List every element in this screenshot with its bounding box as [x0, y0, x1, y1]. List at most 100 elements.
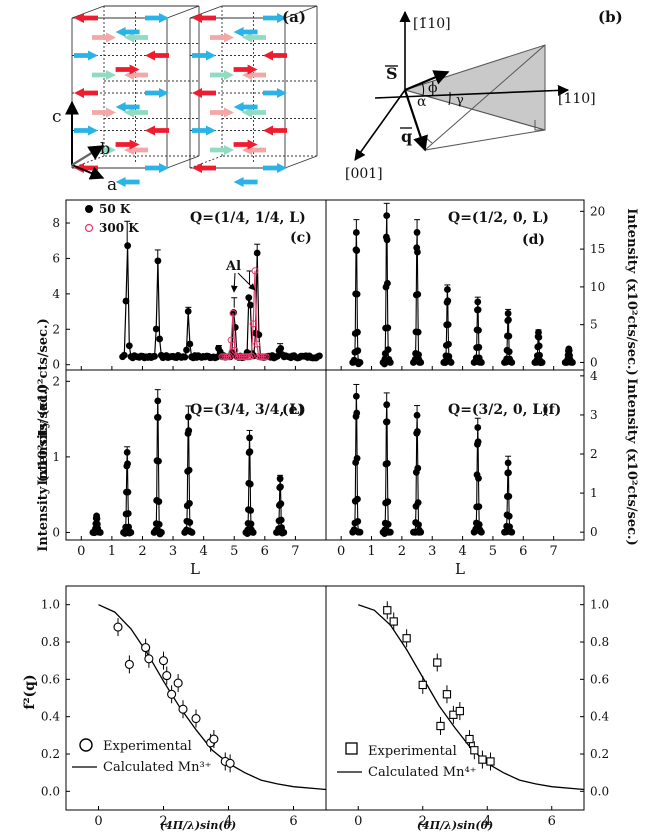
chart-d-point: [352, 229, 360, 236]
chart-f-point: [474, 438, 482, 446]
chart-f-xtick-label: 6: [519, 544, 527, 559]
legend-g-exp: Experimental: [103, 739, 192, 754]
chart-c-300k-point: [229, 309, 237, 317]
chart-h-ytick-label: 1.0: [590, 598, 609, 612]
chart-d-point: [354, 328, 361, 336]
chart-g-ytick-label: 0.8: [41, 635, 60, 649]
chart-f-point: [414, 499, 422, 507]
chart-g-point: [191, 713, 201, 724]
chart-e-point: [246, 434, 253, 442]
chart-e-point: [188, 529, 196, 536]
chart-c-point: [277, 344, 285, 352]
chart-e-point: [124, 488, 132, 496]
chart-f-ytick-label: 1: [590, 486, 598, 500]
chart-f-point: [383, 418, 391, 426]
chart-e-ytick-label: 0: [52, 525, 60, 539]
spin-arrow: [233, 102, 258, 112]
chart-e-xtick-label: 3: [169, 544, 177, 559]
spin-arrow: [145, 125, 169, 136]
chart-g-point: [225, 758, 235, 768]
chart-h-point: [383, 606, 392, 615]
chart-d-point: [386, 359, 394, 366]
chart-e-point: [96, 529, 104, 536]
chart-f-point: [478, 528, 485, 536]
chart-d-point: [356, 359, 364, 366]
ylabel-g: f²(q): [22, 674, 38, 709]
spin-arrow: [74, 88, 98, 98]
chart-f-point: [384, 459, 391, 467]
chart-c-point: [184, 307, 192, 315]
chart-f-point: [353, 409, 361, 417]
chart-g-point: [124, 659, 134, 669]
chart-h-point: [478, 755, 487, 764]
axis-001: [354, 89, 406, 161]
right-angle-mark: [534, 120, 545, 131]
ylabel-d: Intensity (x10²cts/sec.): [624, 208, 639, 375]
chart-f-point: [413, 411, 421, 419]
unit-cell-left: [71, 5, 200, 187]
spin-arrow: [145, 88, 169, 98]
legend-g-calc: Calculated Mn³⁺: [103, 760, 212, 775]
chart-g-ytick-label: 1.0: [41, 598, 60, 612]
chart-g-point: [162, 671, 172, 681]
spin-arrow: [263, 13, 287, 23]
chart-e-point: [124, 510, 132, 517]
chart-h-point: [389, 617, 398, 626]
chart-f-point: [505, 512, 513, 520]
chart-d-point: [444, 321, 452, 328]
chart-e-point: [155, 457, 162, 465]
spin-arrow: [263, 125, 287, 136]
legend-g-exp-marker: [79, 738, 93, 752]
xlabel-f: L: [455, 560, 465, 578]
chart-c-ytick-label: 2: [52, 322, 60, 336]
chart-e-xtick-label: 0: [77, 544, 85, 559]
chart-c-300k-point: [258, 353, 266, 361]
label-f: (f): [542, 402, 561, 418]
chart-h-xtick-label: 2: [419, 814, 427, 829]
spin-arrow-faint: [210, 145, 234, 155]
legend-h-exp-marker: [345, 742, 358, 755]
chart-c-300k-point: [262, 353, 270, 361]
annotation-al: Al: [225, 259, 241, 274]
chart-c-point: [151, 352, 158, 360]
chart-c-300k-point: [247, 352, 255, 360]
chart-c-300k-point: [253, 340, 261, 348]
spin-arrow: [192, 163, 216, 173]
xlabel-g: (4Π/λ)sin(θ): [160, 819, 236, 832]
chart-e-point: [123, 448, 131, 456]
chart-f-xtick-label: 2: [398, 544, 406, 559]
panel-b-scattering-geometry: [1̄10] [110] [001] S q ϕ α γ (b): [345, 8, 623, 182]
chart-c-point: [181, 353, 189, 361]
chart-e-point: [276, 475, 284, 483]
chart-e-point: [186, 499, 193, 507]
chart-f-frame: [325, 369, 585, 541]
chart-h-point: [442, 690, 452, 699]
chart-f-point: [504, 459, 512, 467]
chart-d-point: [475, 326, 482, 334]
chart-d-point: [508, 359, 516, 366]
chart-e-point: [158, 529, 165, 536]
chart-f-point: [354, 495, 361, 503]
chart-f-point: [383, 401, 391, 409]
chart-c-point: [125, 342, 133, 350]
chart-d-point: [536, 351, 543, 359]
chart-f-point: [353, 454, 361, 462]
panel-a-crystal-structure: c b a (a): [52, 5, 318, 195]
spin-arrow-faint: [242, 107, 266, 118]
chart-d-point: [504, 310, 512, 317]
spin-arrow: [233, 139, 258, 150]
chart-f-ytick-label: 0: [590, 525, 598, 539]
chart-d-point: [535, 342, 543, 350]
chart-c-point: [183, 346, 190, 354]
chart-c-line: [122, 245, 320, 359]
spin-arrow-faint: [210, 107, 234, 118]
chart-f-xtick-label: 0: [337, 544, 345, 559]
chart-g-point: [141, 643, 151, 653]
chart-e-point: [185, 466, 193, 474]
label-alpha: α: [417, 94, 427, 110]
chart-h-ytick-label: 0.2: [590, 747, 609, 761]
chart-c-point: [156, 335, 164, 343]
chart-e-xtick-label: 7: [291, 544, 299, 559]
chart-e-ytick-label: 2: [52, 374, 60, 388]
